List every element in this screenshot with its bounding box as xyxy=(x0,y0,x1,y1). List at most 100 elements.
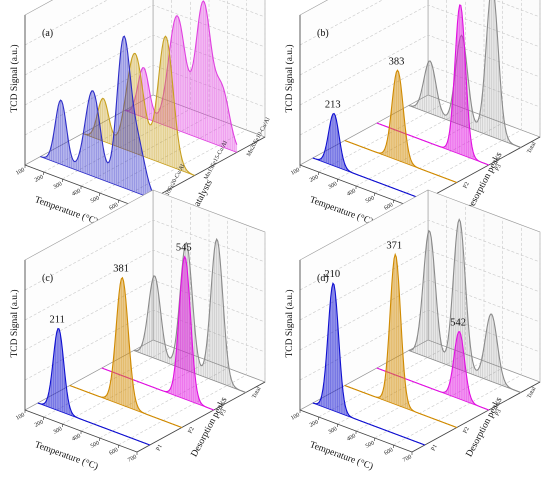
gridline xyxy=(43,0,172,173)
x-tick-label: 700 xyxy=(402,454,413,464)
gridline xyxy=(299,279,541,351)
gridline xyxy=(118,225,247,446)
gridline xyxy=(62,204,191,425)
gridline xyxy=(24,0,266,46)
panel-label: (a) xyxy=(42,28,53,39)
gridline xyxy=(99,218,228,439)
x-tick-label: 200 xyxy=(34,419,45,429)
series-p1-baseline xyxy=(312,402,425,446)
series-1-line xyxy=(82,35,195,176)
gridline xyxy=(24,64,266,136)
gridline xyxy=(24,4,266,76)
gridline xyxy=(43,197,172,418)
series-p2-baseline xyxy=(344,385,457,428)
peak-value-label: 545 xyxy=(176,243,192,254)
series-p3-fill xyxy=(101,256,214,410)
z-tick-label: Total xyxy=(251,386,262,400)
peak-value-label: 381 xyxy=(113,264,129,275)
series-total-line xyxy=(133,237,246,394)
gridline xyxy=(299,34,541,106)
gridline xyxy=(337,0,466,180)
gridline xyxy=(24,219,266,291)
peak-value-label: 542 xyxy=(450,317,466,328)
series-1-baseline xyxy=(82,133,195,176)
z-tick-label: P2 xyxy=(187,426,195,434)
gridline xyxy=(118,0,247,201)
gridline xyxy=(337,204,466,425)
panel-b: 213383547100200300400500600700P1P2P3Tota… xyxy=(284,0,541,227)
gridline xyxy=(62,0,191,180)
y-axis-title: TCD Signal (a.u.) xyxy=(9,44,20,112)
x-tick-label: 300 xyxy=(52,181,63,191)
panel-label: (c) xyxy=(42,273,53,284)
z-tick-label: Mn15Fe15-Cu/Al xyxy=(203,140,229,181)
series-total-baseline xyxy=(408,350,521,393)
y-axis-title: TCD Signal (a.u.) xyxy=(284,289,295,357)
x-tick-label: 200 xyxy=(309,174,320,184)
series-p3-baseline xyxy=(376,367,489,411)
z-tick-label: P1 xyxy=(430,444,438,452)
z-axis-title: Desorption peaks xyxy=(190,395,230,458)
gridline xyxy=(80,211,210,432)
peak-value-label: 210 xyxy=(324,269,340,280)
x-tick-label: 500 xyxy=(365,195,376,205)
series-p3-fill xyxy=(376,331,489,410)
series-total-baseline xyxy=(133,350,246,393)
peak-value-label: 547 xyxy=(451,0,467,1)
x-tick-label: 100 xyxy=(15,412,26,422)
x-tick-label: 400 xyxy=(71,188,82,198)
x-tick-label: 700 xyxy=(127,454,138,464)
series-p1-fill xyxy=(312,283,425,445)
gridline xyxy=(299,219,541,291)
series-p2-baseline xyxy=(344,140,457,183)
z-axis-title: Desorption peaks xyxy=(465,395,505,458)
z-axis-line xyxy=(136,381,266,453)
panel-d: 210 371 542 100 200 300 400 500 600 700 P1 P2 P3 Tota… xyxy=(284,189,541,472)
gridline xyxy=(299,4,541,76)
gridline xyxy=(374,0,503,194)
x-tick-label: 500 xyxy=(90,440,101,450)
z-tick-label: P1 xyxy=(155,444,163,452)
x-tick-label: 500 xyxy=(365,440,376,450)
series-p3-fill xyxy=(376,4,489,165)
gridline xyxy=(299,64,541,136)
series-0-baseline xyxy=(40,156,153,199)
series-total-line xyxy=(408,218,521,394)
panel-c: 211 381 545 100 200 300 400 500 600 700 P1 P2 P3 Tota… xyxy=(9,189,266,472)
z-tick-label: P2 xyxy=(462,181,470,189)
series-0-line xyxy=(40,35,153,193)
x-tick-label: 600 xyxy=(383,202,394,212)
x-tick-label: 600 xyxy=(108,202,119,212)
z-tick-label: P3 xyxy=(219,409,227,417)
series-2-baseline xyxy=(124,110,237,153)
peak-value-label: 371 xyxy=(386,240,402,251)
series-p3-baseline xyxy=(101,367,214,411)
gridline xyxy=(24,34,266,106)
y-axis-title: TCD Signal (a.u.) xyxy=(9,289,20,357)
series-total-baseline xyxy=(408,105,521,148)
panel-label: (d) xyxy=(317,273,329,284)
x-tick-label: 300 xyxy=(327,181,338,191)
gridline xyxy=(299,0,541,46)
x-tick-label: 400 xyxy=(71,433,82,443)
gridline xyxy=(24,249,266,321)
gridline xyxy=(355,0,485,187)
gridline xyxy=(393,0,522,201)
panel-label: (b) xyxy=(317,28,329,39)
gridline xyxy=(374,218,503,439)
x-tick-label: 200 xyxy=(309,419,320,429)
gridline xyxy=(99,0,228,194)
z-tick-label: Total xyxy=(526,141,537,155)
x-tick-label: 400 xyxy=(346,433,357,443)
peak-value-label: 383 xyxy=(389,56,405,67)
x-tick-label: 400 xyxy=(346,188,357,198)
series-p3-baseline xyxy=(376,122,489,166)
x-tick-label: 300 xyxy=(327,426,338,436)
z-tick-label: Total xyxy=(526,386,537,400)
gridline xyxy=(299,309,541,381)
series-2-line xyxy=(124,0,238,145)
z-tick-label: P3 xyxy=(494,409,502,417)
x-tick-label: 100 xyxy=(290,412,301,422)
x-tick-label: 500 xyxy=(90,195,101,205)
z-tick-label: P2 xyxy=(462,426,470,434)
